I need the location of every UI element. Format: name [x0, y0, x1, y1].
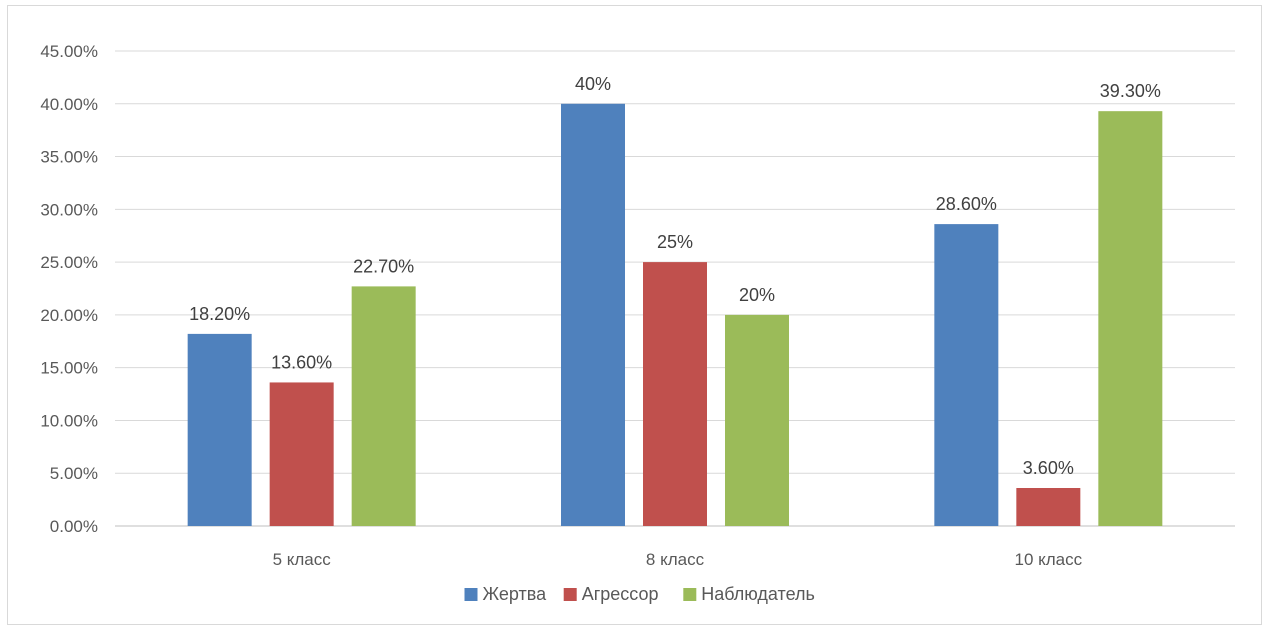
x-tick-label: 5 класс: [273, 550, 332, 569]
legend-swatch: [563, 588, 577, 601]
bar: [351, 286, 416, 526]
data-label: 20%: [739, 285, 775, 305]
bars: [187, 103, 1163, 527]
x-tick-label: 10 класс: [1015, 550, 1083, 569]
data-label: 13.60%: [271, 352, 332, 372]
legend-label: Жертва: [483, 584, 548, 604]
legend-label: Наблюдатель: [701, 584, 815, 604]
legend-swatch: [683, 588, 697, 601]
data-label: 3.60%: [1023, 458, 1074, 478]
data-label: 28.60%: [936, 194, 997, 214]
data-label: 18.20%: [189, 304, 250, 324]
bar: [269, 382, 334, 526]
bar: [187, 333, 252, 526]
y-tick-label: 25.00%: [40, 253, 98, 272]
y-tick-label: 20.00%: [40, 306, 98, 325]
bar: [934, 224, 999, 526]
legend: Жертва Агрессор Наблюдатель: [464, 584, 815, 604]
y-tick-label: 40.00%: [40, 95, 98, 114]
data-label: 22.70%: [353, 256, 414, 276]
x-axis: 5 класс 8 класс 10 класс: [273, 550, 1083, 569]
bar: [1016, 488, 1081, 526]
y-tick-label: 30.00%: [40, 200, 98, 219]
bar: [643, 262, 707, 526]
bar: [561, 103, 625, 527]
data-label: 40%: [575, 74, 611, 94]
y-axis: 0.00% 5.00% 10.00% 15.00% 20.00% 25.00% 30.00%…: [40, 42, 98, 536]
x-tick-label: 8 класс: [646, 550, 705, 569]
bar: [725, 314, 789, 526]
data-label: 39.30%: [1100, 81, 1161, 101]
y-tick-label: 45.00%: [40, 42, 98, 61]
bar: [1098, 111, 1163, 527]
y-tick-label: 35.00%: [40, 148, 98, 167]
legend-label: Агрессор: [582, 584, 659, 604]
y-tick-label: 5.00%: [50, 464, 98, 483]
data-labels: 18.20% 13.60% 22.70% 40% 25% 20% 28.60% 3.60% 39…: [189, 74, 1161, 478]
legend-swatch: [464, 588, 478, 601]
y-tick-label: 15.00%: [40, 359, 98, 378]
data-label: 25%: [657, 232, 693, 252]
y-tick-label: 10.00%: [40, 411, 98, 430]
y-tick-label: 0.00%: [50, 517, 98, 536]
